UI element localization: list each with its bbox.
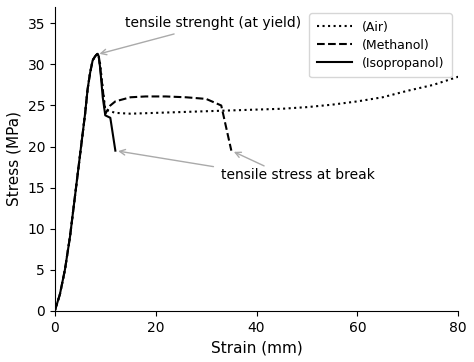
- (Methanol): [96, 54, 101, 58]
- (Isopropanol): [94, 52, 100, 57]
- (Methanol): [143, 94, 148, 98]
- (Isopropanol): [85, 87, 91, 91]
- (Air): [380, 95, 385, 100]
- (Air): [456, 75, 461, 79]
- (Air): [67, 235, 73, 239]
- (Methanol): [85, 87, 91, 91]
- (Air): [77, 153, 83, 157]
- (Methanol): [92, 54, 98, 58]
- (Air): [96, 54, 101, 58]
- (Methanol): [219, 103, 224, 108]
- (Air): [97, 62, 103, 67]
- (Isopropanol): [96, 54, 101, 58]
- (Air): [92, 54, 98, 58]
- Y-axis label: Stress (MPa): Stress (MPa): [7, 111, 22, 206]
- (Methanol): [87, 71, 93, 75]
- (Isopropanol): [95, 51, 100, 56]
- Text: tensile stress at break: tensile stress at break: [221, 168, 375, 182]
- (Isopropanol): [100, 95, 106, 100]
- (Air): [95, 51, 100, 56]
- (Isopropanol): [72, 194, 78, 198]
- (Air): [90, 58, 95, 63]
- (Isopropanol): [108, 115, 113, 120]
- (Isopropanol): [112, 148, 118, 153]
- (Isopropanol): [77, 153, 83, 157]
- (Air): [85, 87, 91, 91]
- (Isopropanol): [97, 66, 103, 71]
- (Methanol): [108, 103, 113, 108]
- (Air): [82, 111, 88, 116]
- (Air): [94, 52, 100, 57]
- (Air): [405, 89, 410, 93]
- (Isopropanol): [82, 111, 88, 116]
- (Isopropanol): [52, 309, 58, 313]
- Legend: (Air), (Methanol), (Isopropanol): (Air), (Methanol), (Isopropanol): [310, 13, 452, 77]
- (Methanol): [183, 95, 189, 100]
- (Methanol): [102, 111, 108, 116]
- (Methanol): [55, 300, 60, 305]
- Line: (Methanol): (Methanol): [55, 54, 231, 311]
- (Air): [102, 108, 108, 112]
- (Isopropanol): [57, 292, 63, 296]
- (Air): [178, 110, 184, 114]
- (Air): [279, 106, 284, 111]
- (Air): [203, 109, 209, 113]
- (Air): [112, 111, 118, 115]
- (Air): [254, 108, 259, 112]
- (Methanol): [62, 268, 68, 272]
- (Methanol): [95, 51, 100, 56]
- (Methanol): [82, 111, 88, 116]
- (Isopropanol): [92, 54, 98, 58]
- (Air): [87, 71, 93, 75]
- (Isopropanol): [90, 58, 95, 63]
- (Isopropanol): [55, 300, 60, 305]
- (Methanol): [94, 52, 100, 57]
- (Air): [153, 111, 158, 115]
- (Methanol): [57, 292, 63, 296]
- (Air): [128, 111, 133, 116]
- (Air): [55, 300, 60, 305]
- (Air): [228, 108, 234, 113]
- (Methanol): [100, 87, 106, 91]
- (Methanol): [52, 309, 58, 313]
- (Air): [329, 102, 335, 107]
- (Methanol): [90, 58, 95, 63]
- (Air): [62, 268, 68, 272]
- (Methanol): [163, 94, 169, 98]
- (Air): [52, 309, 58, 313]
- (Air): [355, 99, 360, 104]
- (Air): [57, 292, 63, 296]
- (Isopropanol): [87, 71, 93, 75]
- (Air): [304, 105, 310, 109]
- (Methanol): [77, 153, 83, 157]
- (Methanol): [112, 99, 118, 104]
- (Methanol): [128, 95, 133, 100]
- Line: (Isopropanol): (Isopropanol): [55, 54, 115, 311]
- (Air): [72, 194, 78, 198]
- (Methanol): [97, 66, 103, 71]
- (Air): [100, 87, 106, 91]
- Line: (Air): (Air): [55, 54, 458, 311]
- X-axis label: Strain (mm): Strain (mm): [210, 340, 302, 355]
- (Methanol): [72, 194, 78, 198]
- Text: tensile strenght (at yield): tensile strenght (at yield): [101, 17, 301, 55]
- (Methanol): [228, 148, 234, 153]
- (Isopropanol): [102, 113, 108, 118]
- (Methanol): [203, 97, 209, 101]
- (Methanol): [67, 235, 73, 239]
- (Isopropanol): [62, 268, 68, 272]
- (Isopropanol): [67, 235, 73, 239]
- (Air): [430, 83, 436, 87]
